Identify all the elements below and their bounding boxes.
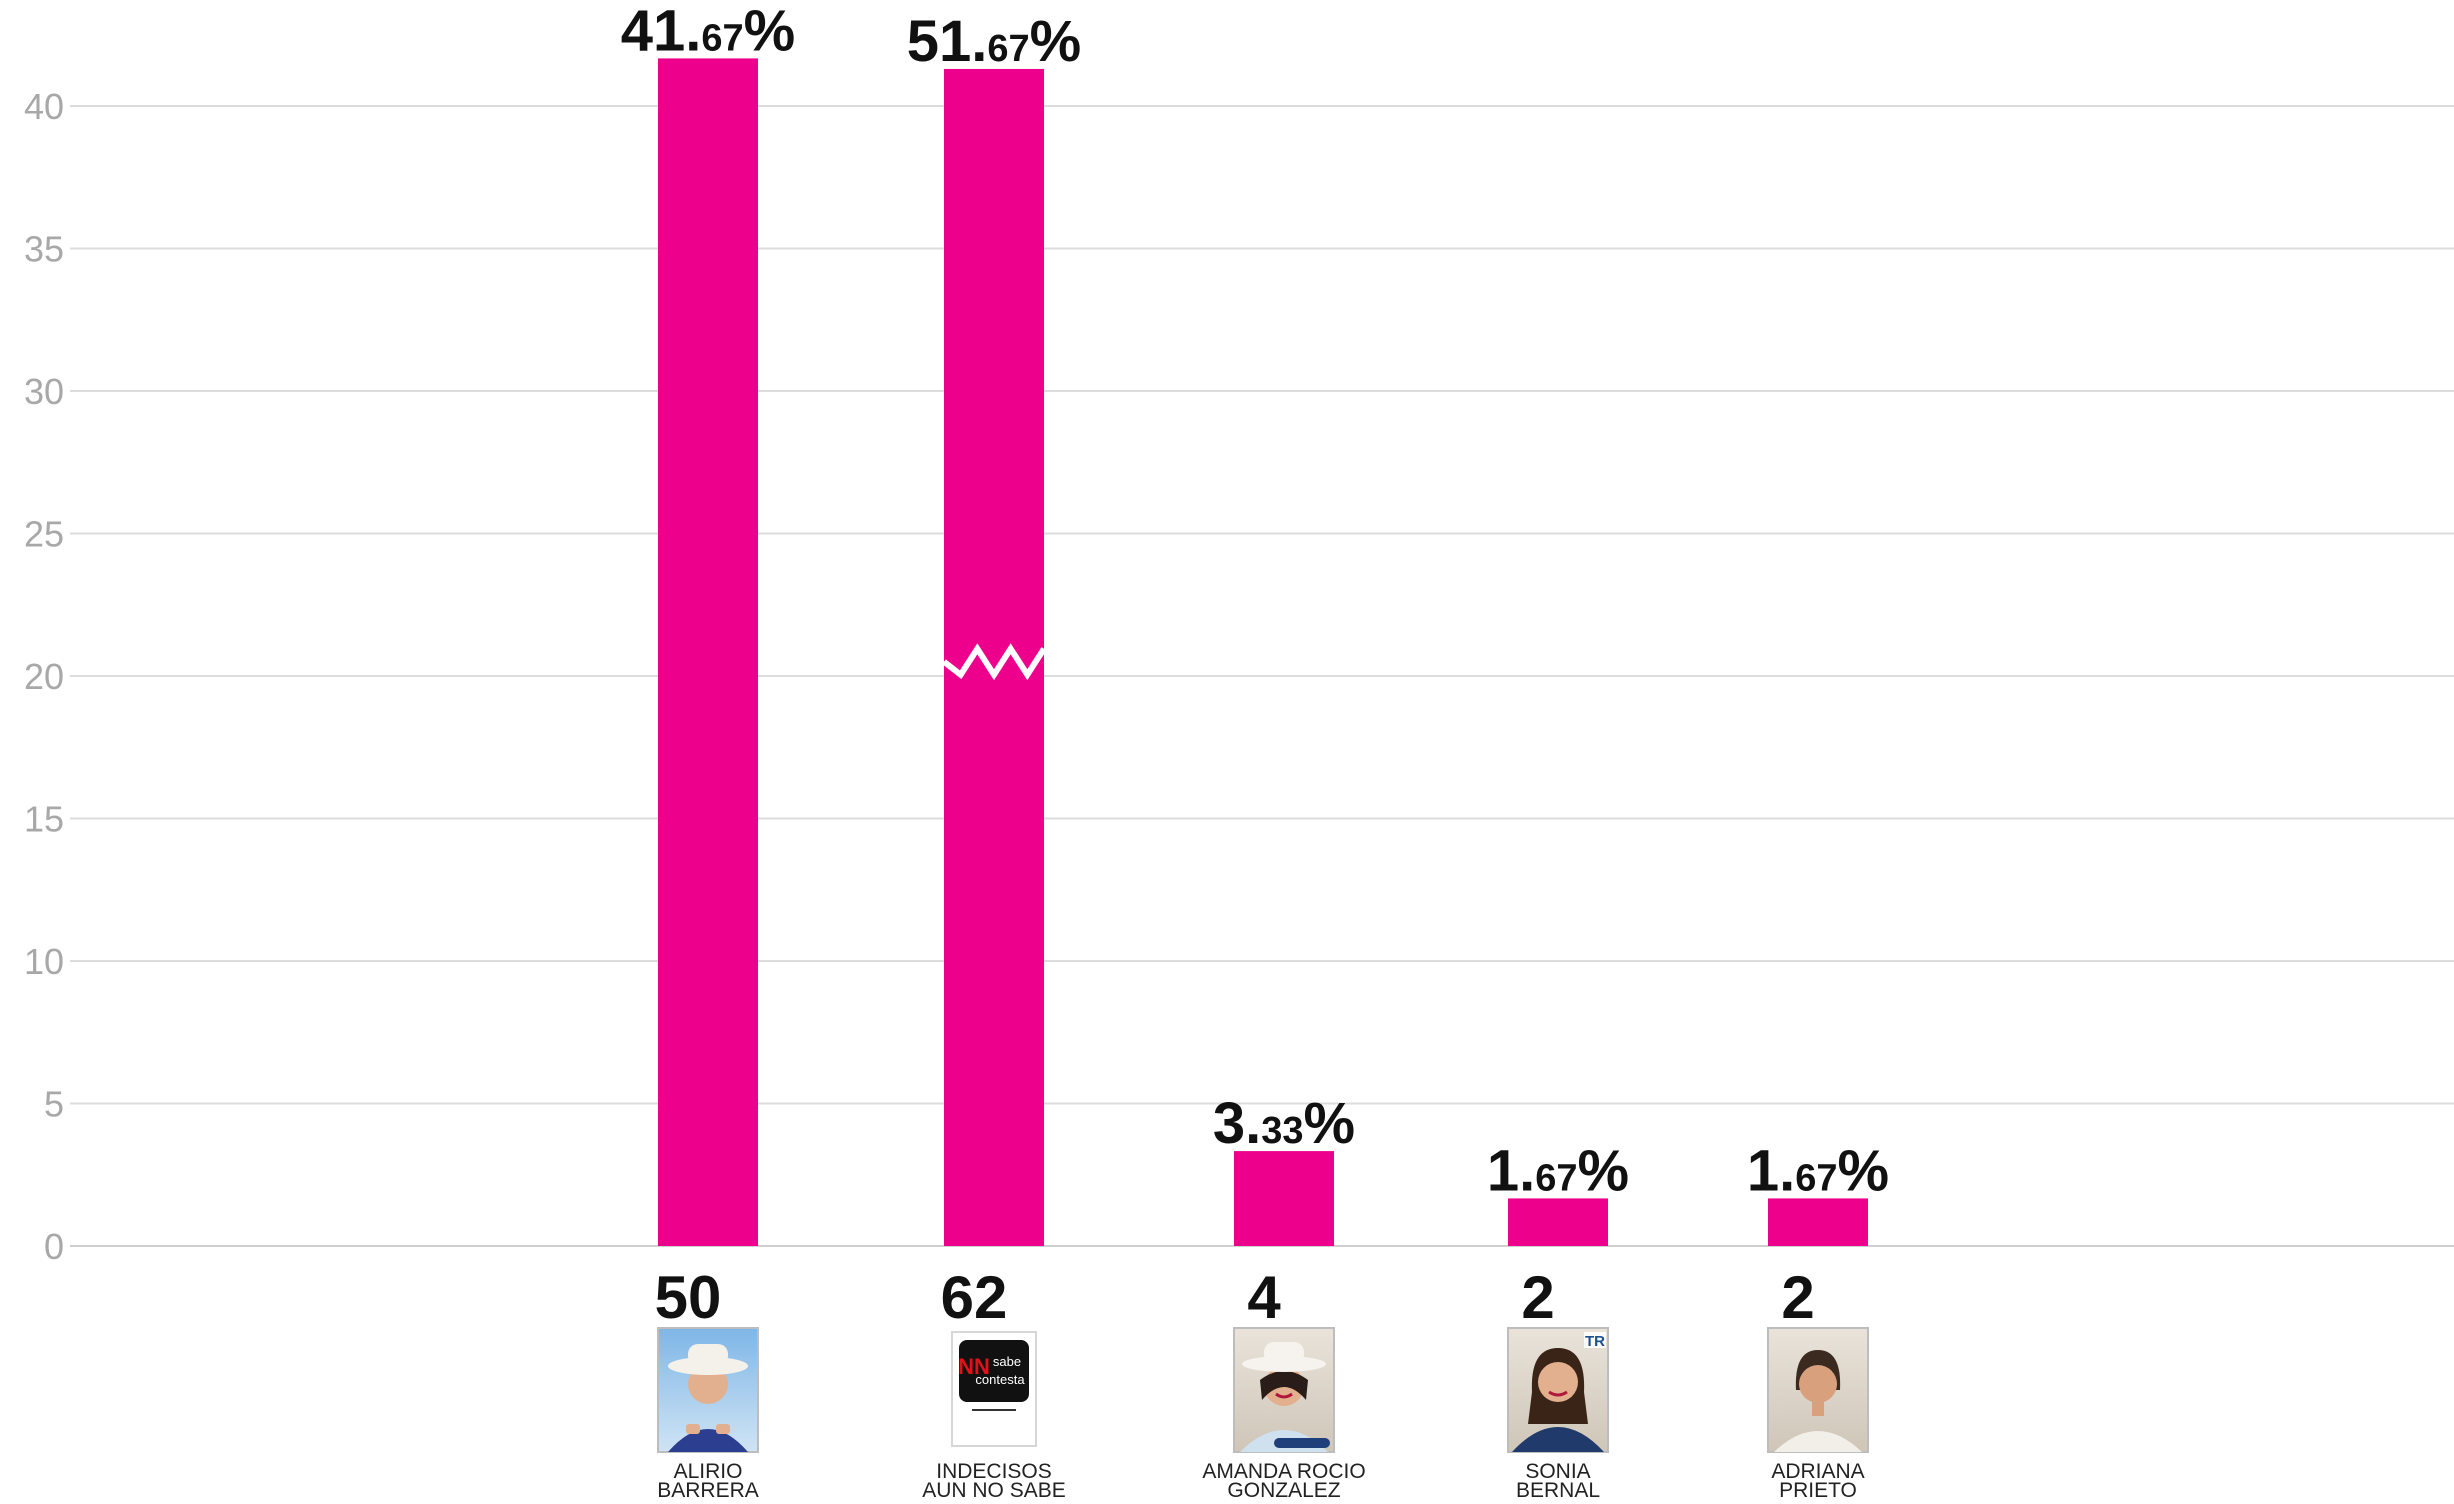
y-tick-label: 25	[24, 514, 64, 555]
y-tick-label: 30	[24, 371, 64, 412]
bar	[1768, 1198, 1868, 1246]
y-tick-label: 5	[44, 1084, 64, 1125]
y-tick-label: 20	[24, 656, 64, 697]
category-label: BERNAL	[1516, 1479, 1600, 1502]
svg-text:NN: NN	[958, 1354, 990, 1379]
bar	[658, 58, 758, 1246]
category-label: BARRERA	[657, 1479, 759, 1502]
y-tick-label: 0	[44, 1226, 64, 1267]
category-label: AMANDA ROCIO	[1202, 1460, 1365, 1483]
y-tick-label: 35	[24, 229, 64, 270]
percent-labels: 41.67% 51.67% 3.33% 1.67% 1.67%	[621, 0, 1889, 1203]
percent-label: 3.33%	[1213, 1091, 1355, 1156]
category-label: AUN NO SABE	[922, 1479, 1066, 1502]
bar	[944, 68, 1044, 1247]
percent-label: 41.67%	[621, 0, 796, 63]
category-label: GONZALEZ	[1227, 1479, 1340, 1502]
category-label: INDECISOS	[936, 1460, 1052, 1483]
y-axis-ticks: 0 5 10 15 20 25 30 35 40	[24, 86, 64, 1267]
y-tick-label: 10	[24, 941, 64, 982]
candidate-photo	[1233, 1327, 1335, 1453]
y-tick-label: 15	[24, 799, 64, 840]
count-label: 2	[1521, 1264, 1554, 1331]
bar	[1234, 1151, 1334, 1246]
y-tick-label: 40	[24, 86, 64, 127]
category-label: PRIETO	[1779, 1479, 1857, 1502]
candidate-photo	[657, 1327, 759, 1453]
percent-label: 1.67%	[1487, 1138, 1629, 1203]
svg-text:sabe: sabe	[993, 1354, 1021, 1369]
gridlines	[70, 105, 2454, 1247]
category-label: ADRIANA	[1771, 1460, 1864, 1483]
count-label: 4	[1247, 1264, 1281, 1331]
bars	[658, 58, 1868, 1247]
svg-text:contesta: contesta	[975, 1372, 1025, 1387]
category-label: SONIA	[1525, 1460, 1590, 1483]
axis-break-mark	[942, 643, 1047, 681]
count-label: 62	[941, 1264, 1008, 1331]
candidate-photo: NN sabe contesta	[951, 1331, 1037, 1447]
candidate-photo	[1767, 1327, 1869, 1453]
bar	[1508, 1198, 1608, 1246]
percent-label: 51.67%	[907, 9, 1082, 74]
category-label: ALIRIO	[674, 1460, 743, 1483]
svg-text:TR: TR	[1585, 1333, 1605, 1350]
candidate-photos: NN sabe contesta TR	[657, 1327, 1869, 1453]
count-label: 50	[655, 1264, 722, 1331]
count-label: 2	[1781, 1264, 1814, 1331]
count-labels: 50 62 4 2 2	[655, 1264, 1815, 1331]
percent-label: 1.67%	[1747, 1138, 1889, 1203]
candidate-photo: TR	[1507, 1327, 1609, 1453]
